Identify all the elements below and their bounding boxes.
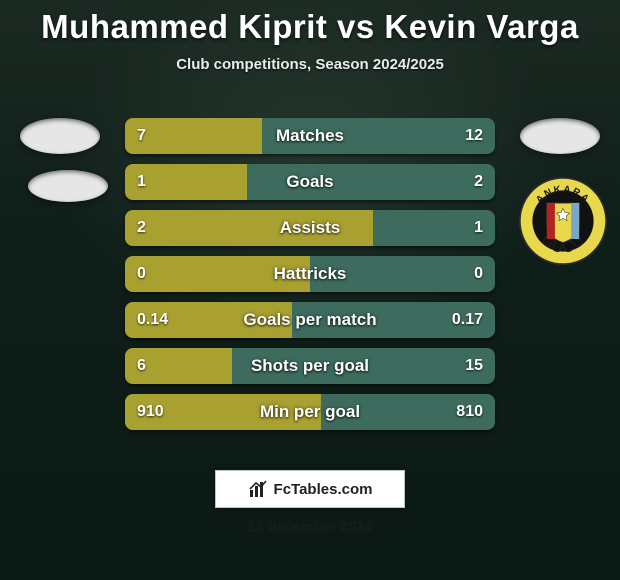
stat-bar-left: [125, 256, 310, 292]
club-crest-ankaragucu: ANKARA GÜCÜ: [518, 176, 608, 266]
page-subtitle: Club competitions, Season 2024/2025: [0, 56, 620, 73]
chart-icon: [248, 479, 268, 499]
stat-bar-left: [125, 210, 373, 246]
stat-bar: [125, 348, 495, 384]
stat-bar-left: [125, 164, 247, 200]
player-left-club-placeholder: [28, 170, 108, 202]
stat-row: Min per goal910810: [125, 394, 495, 430]
stat-row: Goals12: [125, 164, 495, 200]
footer-date: 13 december 2024: [247, 518, 372, 534]
player-right-photo-placeholder: [520, 118, 600, 154]
stat-bar-left: [125, 394, 321, 430]
stat-bar: [125, 118, 495, 154]
stat-row: Goals per match0.140.17: [125, 302, 495, 338]
stage: Muhammed Kiprit vs Kevin Varga Club comp…: [0, 0, 620, 580]
stat-bar: [125, 256, 495, 292]
brand-text: FcTables.com: [274, 481, 373, 498]
stat-bar: [125, 302, 495, 338]
stat-row: Hattricks00: [125, 256, 495, 292]
stat-bar: [125, 210, 495, 246]
player-left-photo-placeholder: [20, 118, 100, 154]
stat-row: Matches712: [125, 118, 495, 154]
stat-row: Assists21: [125, 210, 495, 246]
brand-badge: FcTables.com: [215, 470, 405, 508]
stat-row: Shots per goal615: [125, 348, 495, 384]
page-title: Muhammed Kiprit vs Kevin Varga: [0, 0, 620, 46]
stat-bar-left: [125, 118, 262, 154]
stat-bar: [125, 164, 495, 200]
comparison-bars: Matches712 Goals12 Assists21 Hattricks00 Goa…: [125, 118, 495, 440]
stat-bar-left: [125, 348, 232, 384]
stat-bar: [125, 394, 495, 430]
stat-bar-left: [125, 302, 292, 338]
